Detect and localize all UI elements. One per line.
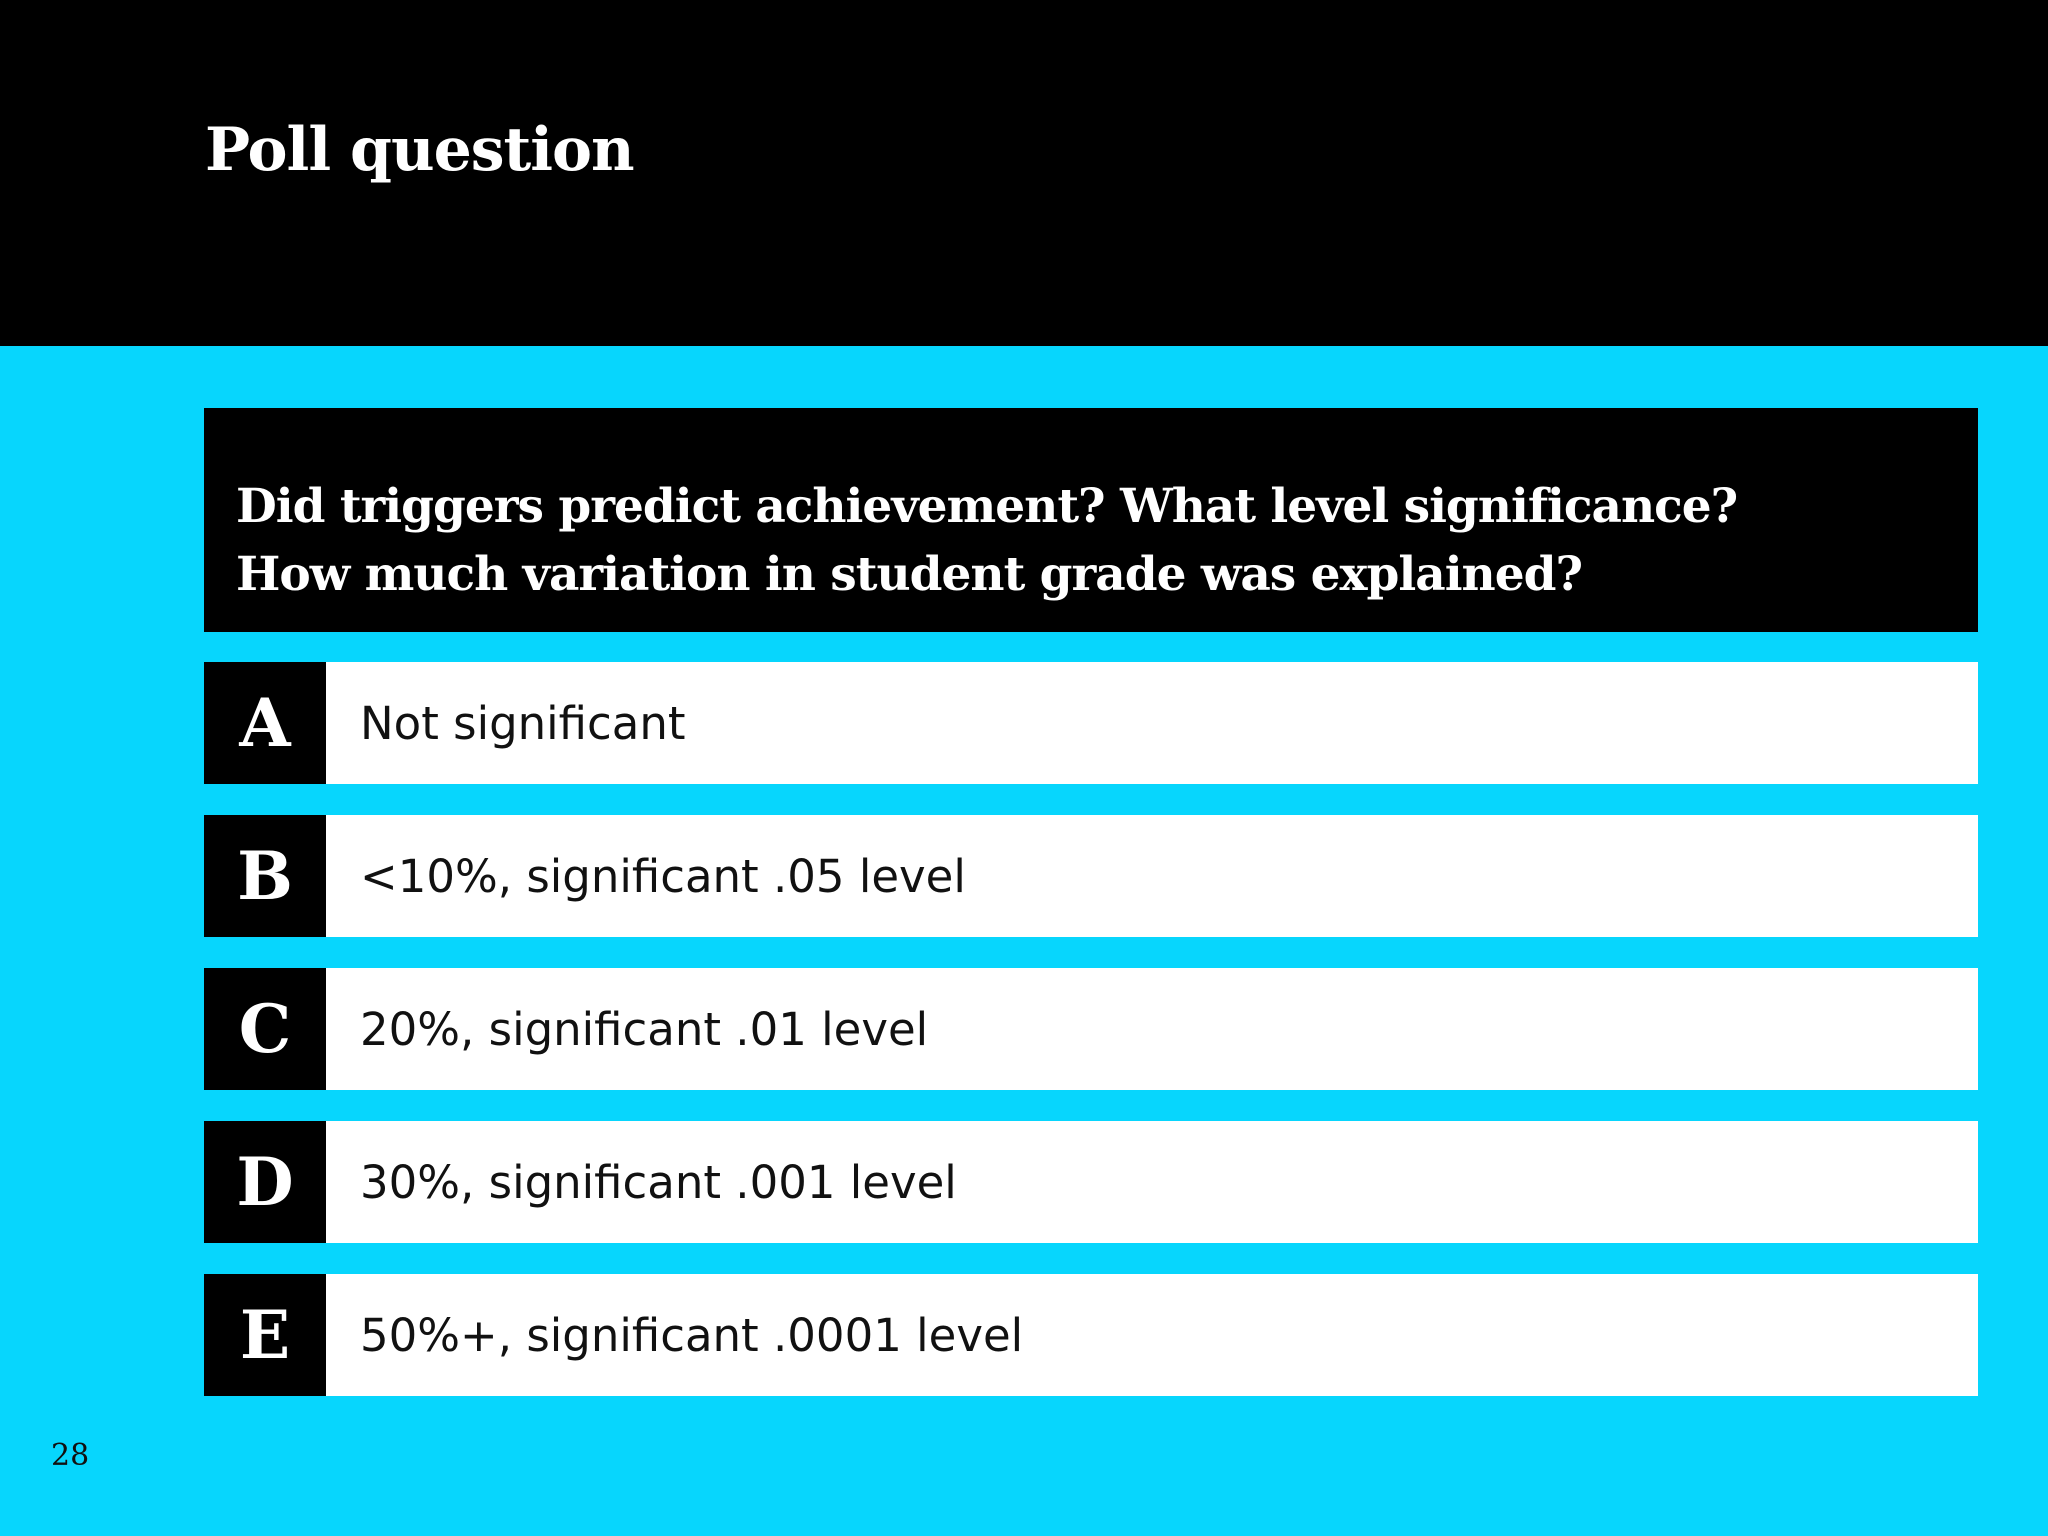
option-c[interactable]: C 20%, significant .01 level — [204, 968, 1978, 1090]
slide-number: 28 — [51, 1438, 90, 1473]
option-label: 50%+, significant .0001 level — [360, 1308, 1024, 1362]
option-letter-badge: D — [204, 1121, 326, 1243]
option-label: 20%, significant .01 level — [360, 1002, 929, 1056]
option-label: Not significant — [360, 696, 686, 750]
option-letter-badge: C — [204, 968, 326, 1090]
option-letter-badge: A — [204, 662, 326, 784]
option-e[interactable]: E 50%+, significant .0001 level — [204, 1274, 1978, 1396]
option-d[interactable]: D 30%, significant .001 level — [204, 1121, 1978, 1243]
question-box: Did triggers predict achievement? What l… — [204, 408, 1978, 632]
option-a[interactable]: A Not significant — [204, 662, 1978, 784]
option-label: 30%, significant .001 level — [360, 1155, 957, 1209]
option-label: <10%, significant .05 level — [360, 849, 966, 903]
slide-title: Poll question — [205, 115, 635, 185]
answer-options: A Not significant B <10%, significant .0… — [204, 662, 1978, 1427]
question-line-1: Did triggers predict achievement? What l… — [236, 479, 1738, 534]
title-bar: Poll question — [0, 0, 2048, 346]
option-letter-badge: B — [204, 815, 326, 937]
question-line-2: How much variation in student grade was … — [236, 547, 1583, 602]
option-letter-badge: E — [204, 1274, 326, 1396]
option-b[interactable]: B <10%, significant .05 level — [204, 815, 1978, 937]
